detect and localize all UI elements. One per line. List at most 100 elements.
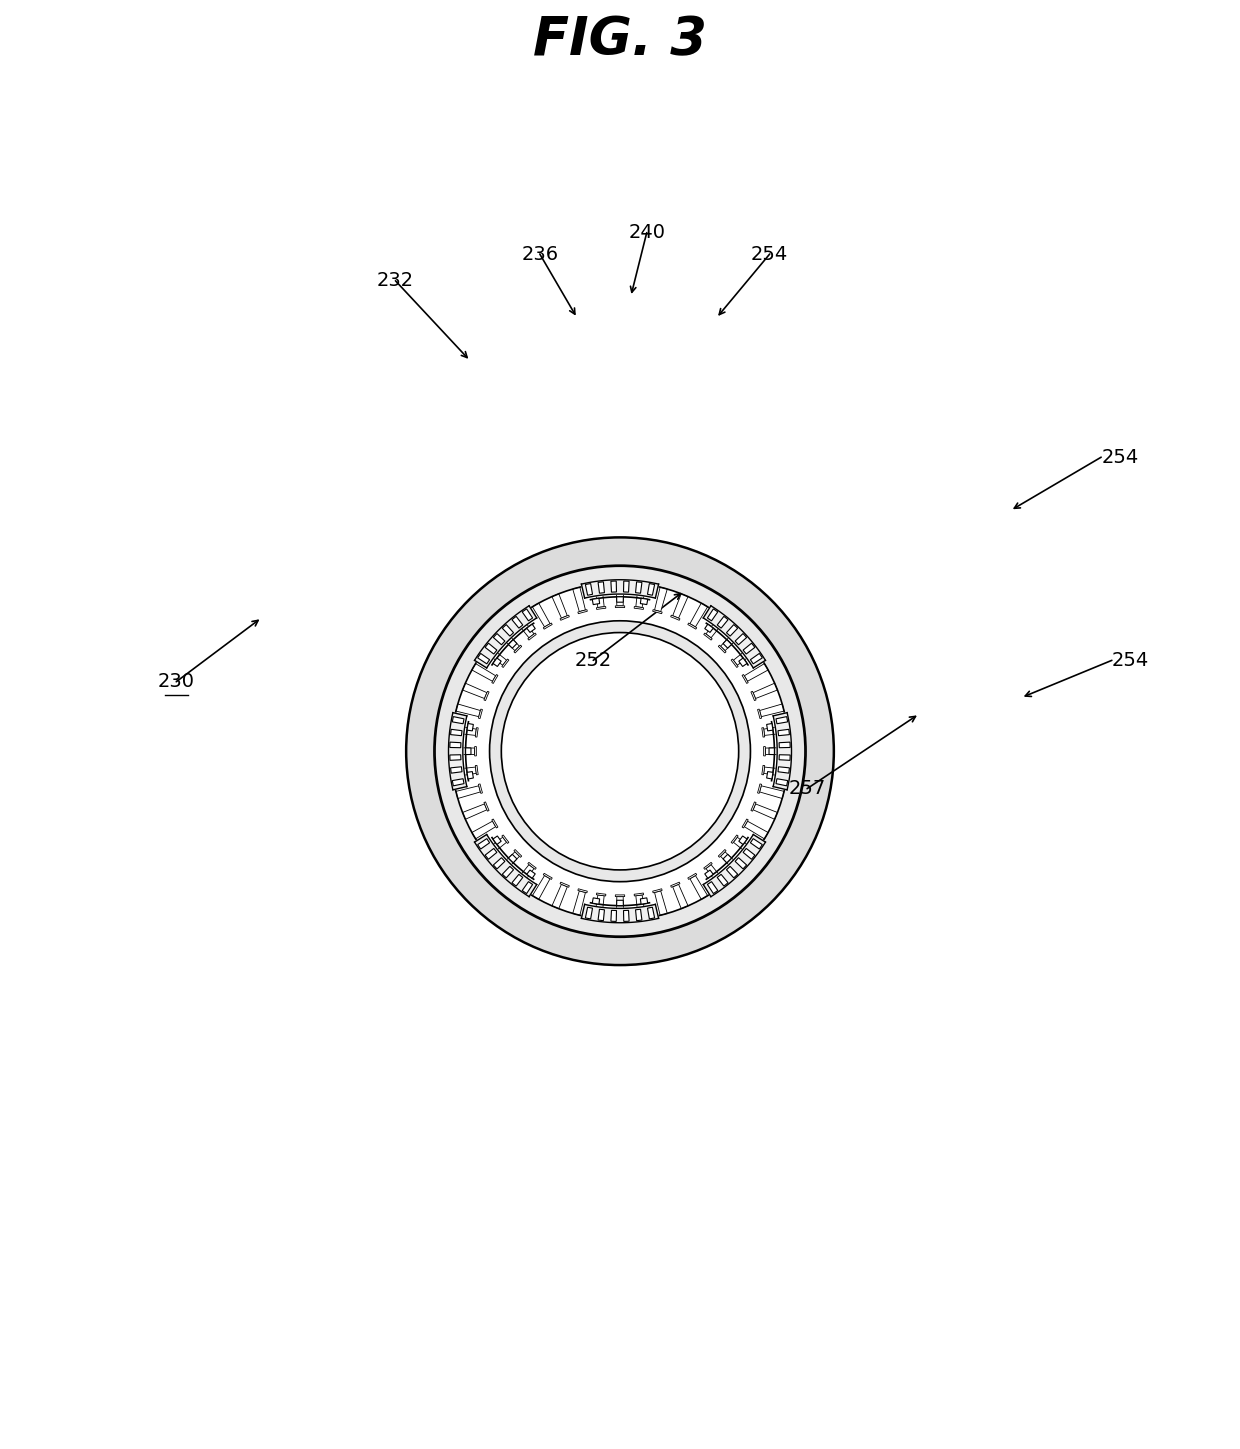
Polygon shape	[779, 742, 790, 748]
Polygon shape	[727, 625, 738, 636]
Polygon shape	[479, 784, 482, 794]
Polygon shape	[777, 767, 790, 774]
Polygon shape	[475, 746, 476, 756]
Polygon shape	[435, 567, 805, 936]
Polygon shape	[578, 888, 588, 893]
Polygon shape	[616, 900, 624, 906]
Text: FIG. 3: FIG. 3	[533, 14, 707, 67]
Polygon shape	[761, 765, 765, 775]
Polygon shape	[467, 771, 474, 780]
Polygon shape	[512, 616, 523, 627]
Polygon shape	[492, 674, 498, 684]
Polygon shape	[764, 767, 787, 777]
Polygon shape	[774, 713, 791, 790]
Polygon shape	[647, 907, 655, 919]
Polygon shape	[624, 581, 629, 593]
Polygon shape	[735, 858, 746, 869]
Polygon shape	[671, 616, 680, 620]
Text: 232: 232	[377, 271, 414, 290]
Text: 230: 230	[157, 672, 195, 691]
Polygon shape	[723, 855, 732, 862]
Polygon shape	[494, 836, 501, 845]
Polygon shape	[528, 862, 536, 869]
Polygon shape	[527, 869, 536, 878]
Text: 254: 254	[751, 245, 789, 264]
Polygon shape	[766, 723, 773, 730]
Polygon shape	[450, 767, 463, 774]
Polygon shape	[742, 674, 748, 684]
Polygon shape	[624, 910, 629, 922]
Polygon shape	[456, 785, 480, 798]
Polygon shape	[652, 888, 662, 893]
Polygon shape	[779, 755, 790, 761]
Polygon shape	[494, 658, 501, 667]
Polygon shape	[485, 849, 497, 859]
Polygon shape	[688, 874, 697, 880]
Polygon shape	[616, 582, 624, 606]
Polygon shape	[704, 633, 712, 640]
Polygon shape	[594, 895, 604, 919]
Polygon shape	[552, 884, 567, 909]
Polygon shape	[508, 855, 517, 862]
Polygon shape	[753, 682, 777, 698]
Polygon shape	[484, 691, 489, 700]
Polygon shape	[492, 819, 498, 827]
Polygon shape	[450, 755, 461, 761]
Polygon shape	[720, 629, 742, 651]
Polygon shape	[475, 765, 479, 775]
Polygon shape	[472, 822, 496, 839]
Text: 254: 254	[1101, 448, 1138, 467]
Polygon shape	[508, 639, 517, 648]
Polygon shape	[732, 659, 738, 668]
Polygon shape	[502, 835, 508, 843]
Text: 254: 254	[1112, 651, 1149, 669]
Polygon shape	[634, 607, 644, 610]
Polygon shape	[502, 625, 513, 636]
Text: 236: 236	[521, 245, 558, 264]
Polygon shape	[750, 653, 763, 664]
Polygon shape	[465, 748, 471, 755]
Polygon shape	[463, 682, 487, 698]
Polygon shape	[528, 633, 536, 640]
Polygon shape	[769, 748, 775, 755]
Polygon shape	[765, 748, 789, 755]
Polygon shape	[652, 610, 662, 614]
Polygon shape	[634, 893, 644, 895]
Polygon shape	[449, 713, 466, 790]
Polygon shape	[739, 658, 746, 667]
Text: 240: 240	[629, 223, 665, 242]
Polygon shape	[515, 614, 534, 638]
Polygon shape	[751, 801, 756, 811]
Polygon shape	[560, 616, 569, 620]
Polygon shape	[573, 587, 585, 611]
Polygon shape	[515, 865, 534, 887]
Polygon shape	[647, 584, 655, 596]
Polygon shape	[451, 748, 475, 755]
Polygon shape	[490, 620, 750, 881]
Polygon shape	[776, 778, 787, 785]
Polygon shape	[717, 616, 728, 627]
Polygon shape	[477, 839, 490, 849]
Polygon shape	[718, 849, 727, 858]
Polygon shape	[560, 882, 569, 887]
Polygon shape	[475, 727, 479, 738]
Polygon shape	[743, 643, 755, 653]
Polygon shape	[598, 909, 604, 920]
Polygon shape	[594, 584, 604, 607]
Text: 252: 252	[574, 651, 611, 669]
Polygon shape	[707, 881, 718, 894]
Polygon shape	[750, 839, 763, 849]
Polygon shape	[573, 891, 585, 916]
Polygon shape	[703, 606, 765, 668]
Polygon shape	[484, 838, 507, 856]
Polygon shape	[706, 865, 725, 887]
Polygon shape	[751, 691, 756, 700]
Polygon shape	[494, 633, 505, 645]
Polygon shape	[578, 610, 588, 614]
Polygon shape	[706, 614, 725, 638]
Polygon shape	[636, 582, 642, 593]
Polygon shape	[513, 849, 522, 858]
Polygon shape	[688, 623, 697, 629]
Polygon shape	[585, 907, 593, 919]
Polygon shape	[640, 898, 647, 904]
